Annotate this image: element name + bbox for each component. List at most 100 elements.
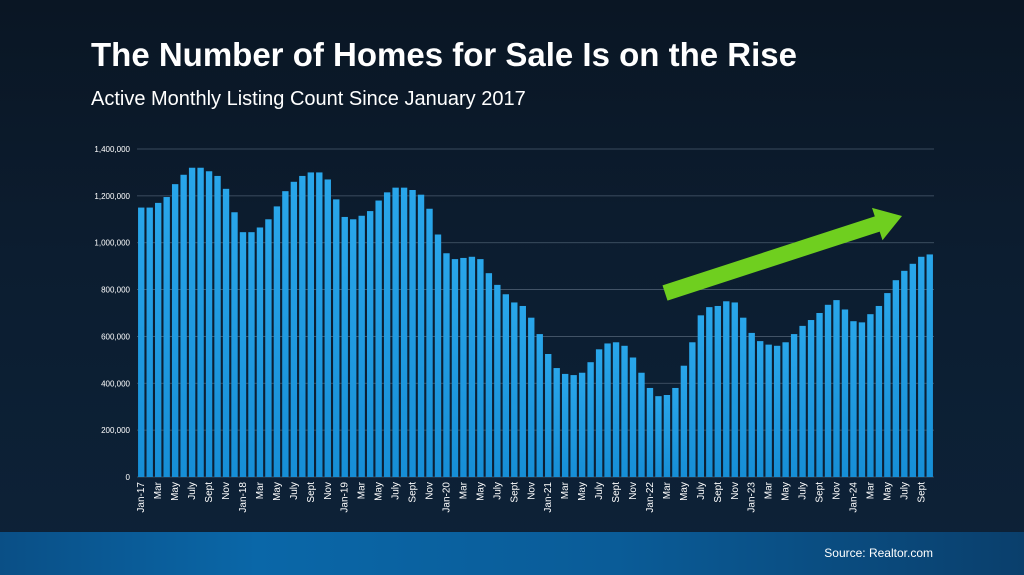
bar [324,179,331,477]
bar [731,302,738,477]
x-tick-label: Mar [764,481,775,499]
source-note: Source: Realtor.com [824,546,933,560]
x-tick-label: Sept [204,482,215,503]
bar [528,317,535,477]
bar [723,301,730,477]
x-tick-label: May [170,482,181,501]
x-axis: Jan-17 Mar May July Sept Nov Jan-18 Mar May July S… [136,481,927,512]
bar [587,362,594,477]
x-tick-label: July [899,482,910,500]
bar [231,212,238,477]
bar [155,202,162,477]
bar [299,175,306,477]
bar [909,263,916,477]
bar [290,181,298,478]
bar [248,232,255,477]
bar [672,387,679,477]
bar [553,368,560,477]
bar [748,332,755,477]
bar [680,365,688,477]
x-tick-label: May [882,482,893,501]
x-tick-label: July [492,482,503,500]
trend-arrow-annotation [662,207,902,301]
bar [858,322,866,477]
x-tick-label: Nov [628,482,639,500]
bar [545,354,552,477]
bar [383,192,391,478]
x-tick-label: Nov [526,482,537,500]
x-tick-label: July [798,482,809,500]
bar [918,256,925,477]
bar [578,372,586,477]
bar [468,256,476,477]
bar [392,187,399,477]
bar [409,190,416,477]
bar [799,325,806,477]
x-tick-label: Sept [306,482,317,503]
bar [163,197,170,477]
trend-arrow [662,207,902,301]
bar [197,167,204,477]
x-tick-label: Mar [458,481,469,499]
bar [765,344,772,477]
bar [485,273,493,477]
x-tick-label: May [577,482,588,501]
bar [850,321,857,477]
bar [833,300,840,477]
bar [782,342,789,477]
x-tick-label: Sept [408,482,419,503]
bar [443,253,450,477]
bar [282,191,289,477]
y-tick-label: 1,400,000 [94,145,130,154]
footer-band [0,532,1024,575]
bar [629,357,637,477]
bar [138,207,145,478]
bar [570,375,577,477]
bar [867,314,874,477]
y-tick-label: 600,000 [101,332,130,341]
bar [612,342,620,477]
x-tick-label: Mar [662,481,673,499]
x-tick-label: Jan-19 [340,482,351,513]
bar [400,187,408,477]
bar [222,188,230,478]
bar [875,305,883,477]
bar [706,307,713,477]
bar [646,387,654,477]
x-tick-label: Sept [713,482,724,503]
x-tick-label: Nov [831,482,842,500]
bar [604,343,611,477]
bar [697,315,705,477]
x-tick-label: Sept [509,482,520,503]
bar [146,207,153,478]
y-tick-label: 800,000 [101,286,130,295]
x-tick-label: Jan-22 [645,482,656,513]
bar [265,219,272,478]
x-tick-label: May [272,482,283,501]
x-tick-label: Sept [611,482,622,503]
bar [502,294,510,477]
bar [824,304,832,477]
y-tick-label: 200,000 [101,426,130,435]
x-tick-label: Jan-24 [848,482,859,513]
bar [816,313,823,477]
y-tick-label: 0 [126,473,131,482]
bar [841,309,849,477]
bar [205,171,213,477]
x-tick-label: Jan-23 [747,482,758,513]
bar [171,184,179,477]
x-tick-label: May [374,482,385,501]
bar [341,216,348,477]
bar [256,227,264,477]
bar [460,257,467,477]
bar [561,373,569,477]
bar [366,211,374,478]
x-tick-label: Mar [560,481,571,499]
bar [926,254,933,477]
bar [273,206,281,477]
y-tick-label: 400,000 [101,379,130,388]
bar [807,320,815,477]
y-axis: 0 200,000 400,000 600,000 800,000 1,000,000 1,… [94,145,130,482]
bar [757,341,764,477]
x-tick-label: Jan-21 [543,482,554,513]
